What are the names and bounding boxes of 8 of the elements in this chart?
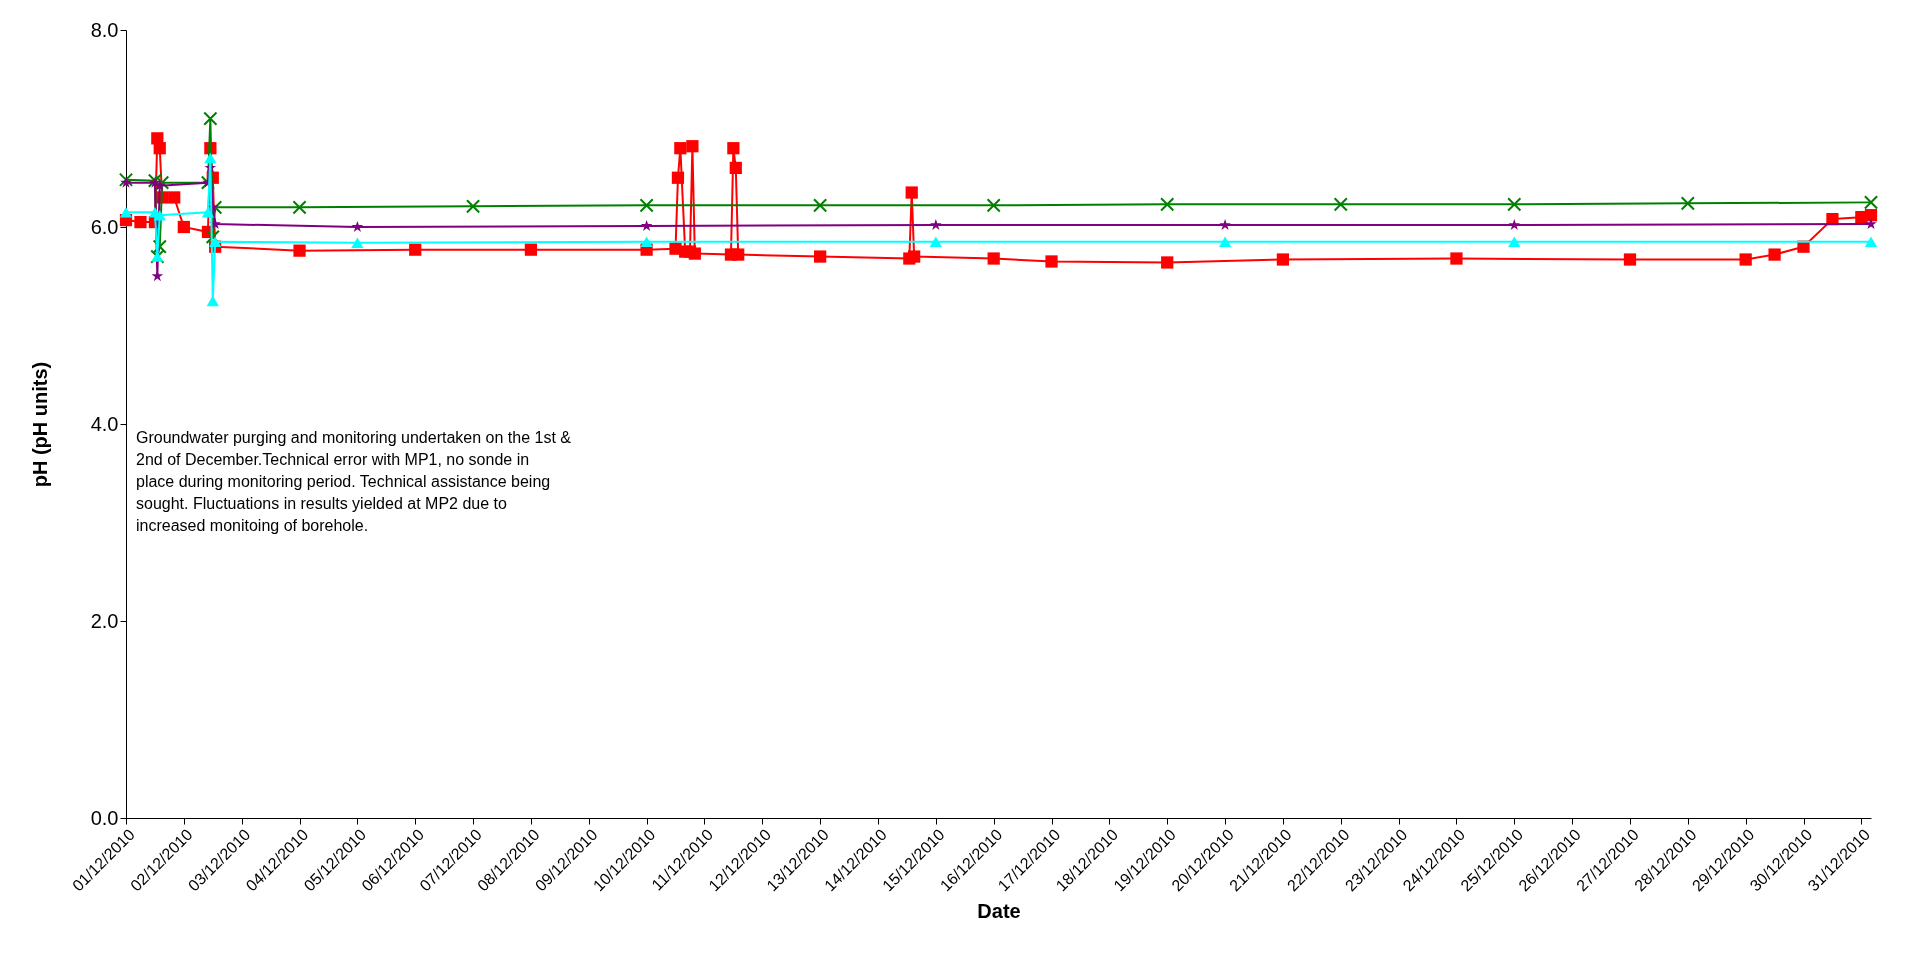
y-tick-label: 8.0: [90, 18, 119, 41]
x-axis-title: Date: [977, 900, 1021, 923]
y-tick-label: 2.0: [90, 609, 119, 632]
y-tick-label: 6.0: [90, 215, 119, 238]
y-tick-label: 0.0: [90, 806, 119, 829]
y-axis-title: pH (pH units): [28, 361, 51, 488]
annotation: Groundwater purging and monitoring undertaken on the 1st & 2nd of December.Technical error with MP1, no sonde in place during monitoring period. Technical assistance being sought. Fluctuations in results yielded at MP2 due to increased monitoing of borehole.: [136, 429, 572, 534]
y-tick-label: 4.0: [90, 412, 119, 435]
